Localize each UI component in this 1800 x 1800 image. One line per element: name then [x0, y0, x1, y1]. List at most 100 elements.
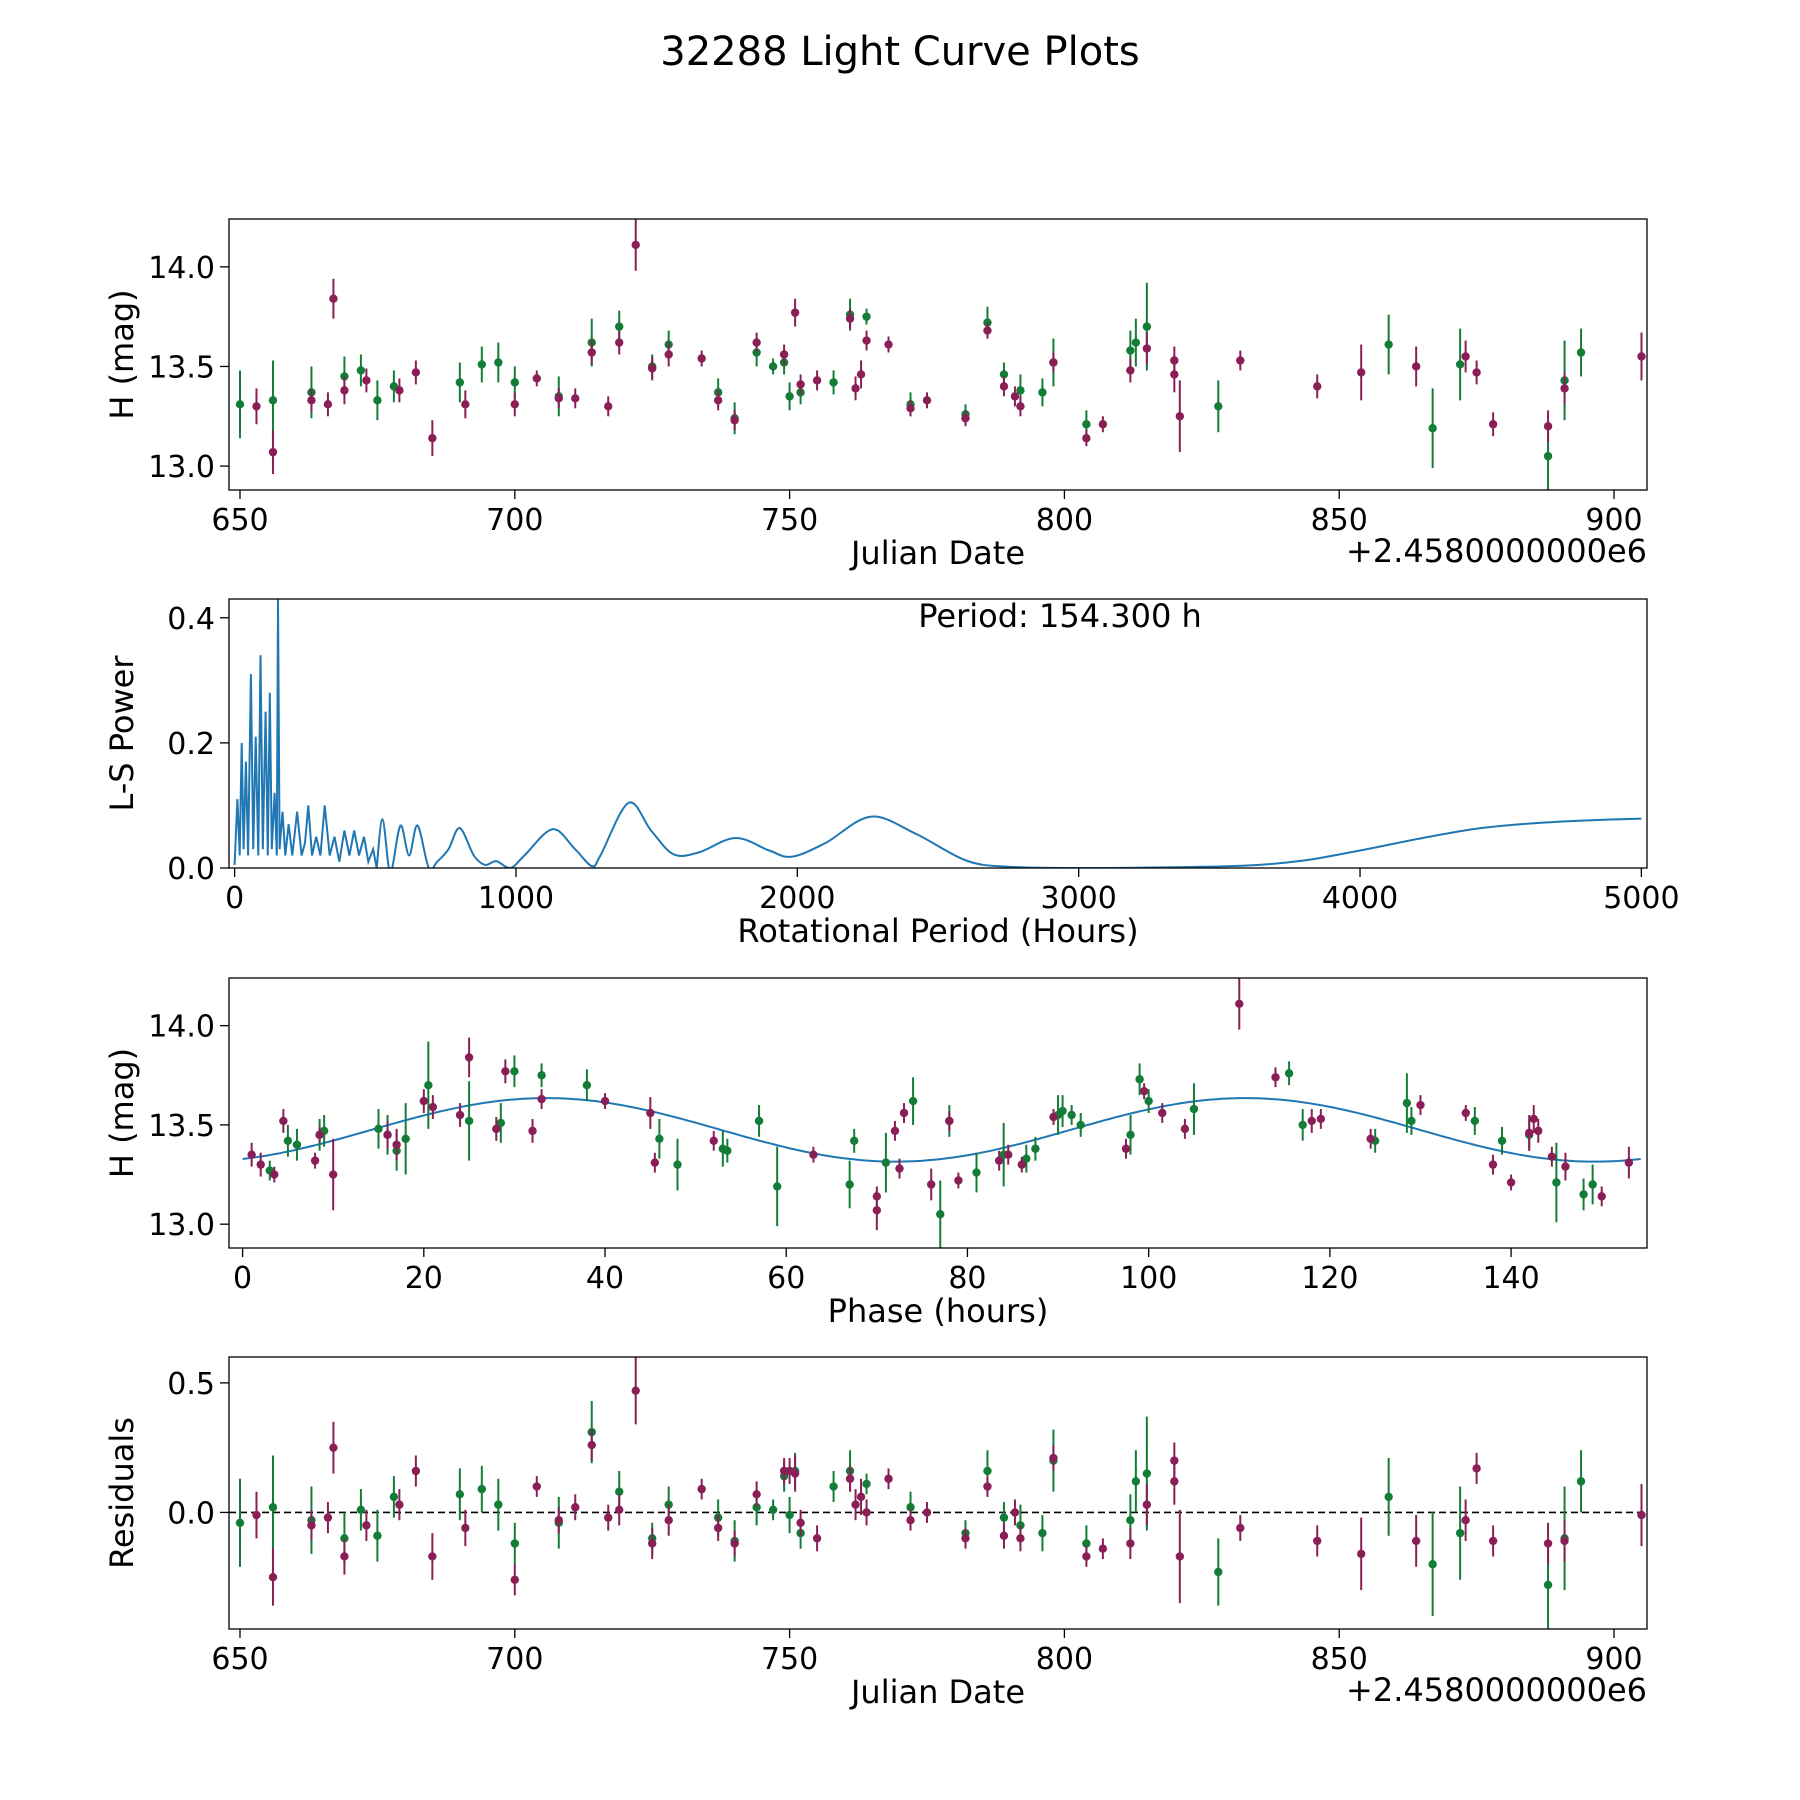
- phased-xlabel: Phase (hours): [828, 1292, 1049, 1330]
- data-point-r: [362, 376, 371, 385]
- residuals-offset-label: +2.4580000000e6: [1346, 1671, 1647, 1709]
- data-point-r: [845, 314, 855, 323]
- data-point-g: [1038, 1528, 1047, 1538]
- data-point-g: [849, 1136, 859, 1145]
- data-point-r: [510, 1575, 519, 1584]
- data-point-r: [604, 402, 613, 411]
- data-point-r: [1624, 1158, 1634, 1167]
- lightcurve-xtick-label: 800: [1036, 503, 1093, 538]
- data-point-r: [884, 340, 893, 349]
- data-point-r: [1472, 368, 1481, 377]
- lightcurve-ylabel: H (mag): [103, 289, 141, 419]
- data-point-r: [587, 348, 596, 357]
- data-point-r: [1010, 1508, 1020, 1517]
- data-point-r: [1411, 362, 1421, 371]
- data-point-g: [972, 1168, 981, 1177]
- data-point-r: [1560, 1536, 1569, 1546]
- data-point-g: [401, 1134, 410, 1144]
- data-point-r: [428, 1102, 438, 1112]
- residuals-plot-area: [229, 1357, 1647, 1629]
- periodogram-ytick-label: 0.0: [167, 852, 215, 887]
- periodogram-xtick-label: 5000: [1603, 881, 1679, 916]
- data-point-r: [323, 400, 333, 409]
- data-point-r: [395, 1500, 404, 1509]
- data-point-r: [845, 1474, 855, 1483]
- data-point-g: [374, 1124, 383, 1134]
- data-point-r: [1121, 1144, 1131, 1153]
- data-point-r: [1142, 1500, 1152, 1509]
- phased-xtick-label: 100: [1120, 1261, 1177, 1296]
- model-fit-curve: [242, 1097, 1641, 1163]
- residuals-xlabel: Julian Date: [849, 1673, 1025, 1711]
- data-point-g: [1082, 1539, 1091, 1548]
- data-point-g: [373, 1531, 382, 1540]
- data-point-r: [252, 1510, 261, 1520]
- periodogram-ytick-label: 0.4: [167, 602, 215, 637]
- data-point-r: [1597, 1192, 1606, 1201]
- data-point-r: [1366, 1134, 1375, 1144]
- data-point-r: [1506, 1178, 1516, 1187]
- data-point-r: [1236, 1523, 1245, 1533]
- data-point-g: [1384, 340, 1393, 349]
- data-point-r: [899, 1108, 909, 1118]
- data-point-g: [936, 1210, 945, 1219]
- data-point-r: [1004, 1150, 1013, 1159]
- data-point-r: [961, 414, 970, 423]
- data-point-g: [283, 1136, 293, 1145]
- data-point-r: [461, 400, 470, 409]
- data-point-r: [571, 394, 580, 403]
- data-point-g: [615, 1487, 624, 1496]
- data-point-r: [383, 1130, 392, 1140]
- data-point-r: [1543, 422, 1553, 431]
- data-point-r: [796, 1518, 805, 1527]
- data-point-r: [252, 402, 261, 411]
- data-point-r: [906, 404, 915, 413]
- data-point-g: [772, 1182, 782, 1191]
- data-point-g: [1470, 1116, 1480, 1126]
- residuals-xtick-label: 850: [1311, 1642, 1368, 1677]
- lightcurve-plot-area: [235, 219, 1646, 490]
- data-point-r: [1416, 1100, 1425, 1110]
- data-point-r: [1175, 1552, 1185, 1561]
- data-point-g: [1135, 1075, 1144, 1084]
- phased-xtick-label: 20: [405, 1261, 443, 1296]
- data-point-g: [1076, 1120, 1085, 1130]
- data-point-g: [1455, 1528, 1465, 1538]
- data-point-g: [845, 1180, 854, 1189]
- data-point-r: [1126, 1539, 1135, 1548]
- data-point-g: [510, 1539, 519, 1548]
- periodogram-xtick-label: 0: [225, 881, 244, 916]
- phased-ytick-label: 13.0: [148, 1208, 215, 1243]
- data-point-r: [1637, 1510, 1646, 1520]
- data-point-g: [1214, 1567, 1223, 1577]
- data-point-r: [329, 1443, 338, 1452]
- data-point-r: [730, 416, 739, 425]
- data-point-r: [1461, 1516, 1470, 1525]
- data-point-r: [631, 1386, 640, 1395]
- periodogram-panel: 0 1000 2000 3000 4000 5000 0.0 0.2 0.4 Rotational…: [103, 597, 1680, 950]
- data-point-r: [790, 308, 800, 317]
- data-point-r: [411, 368, 421, 377]
- data-point-r: [615, 1505, 624, 1515]
- data-point-r: [587, 1440, 596, 1450]
- lightcurve-offset-label: +2.4580000000e6: [1346, 532, 1647, 570]
- data-point-r: [1016, 402, 1025, 411]
- data-point-r: [994, 1156, 1004, 1165]
- data-point-r: [906, 1516, 915, 1525]
- data-point-g: [235, 1518, 245, 1527]
- data-point-g: [1407, 1116, 1416, 1126]
- data-point-g: [1588, 1180, 1597, 1189]
- periodogram-xtick-label: 1000: [478, 881, 554, 916]
- data-point-r: [779, 350, 789, 359]
- data-point-r: [604, 1513, 613, 1522]
- data-point-r: [648, 1539, 657, 1548]
- periodogram-annotation: Period: 154.300 h: [918, 597, 1202, 635]
- residuals-xtick-label: 750: [761, 1642, 818, 1677]
- data-point-r: [428, 433, 437, 443]
- data-point-g: [1579, 1190, 1588, 1199]
- data-point-r: [1488, 1160, 1498, 1169]
- data-point-g: [582, 1081, 592, 1090]
- data-point-r: [1175, 412, 1185, 421]
- periodogram-frame: [228, 598, 1648, 869]
- data-point-g: [1284, 1069, 1294, 1078]
